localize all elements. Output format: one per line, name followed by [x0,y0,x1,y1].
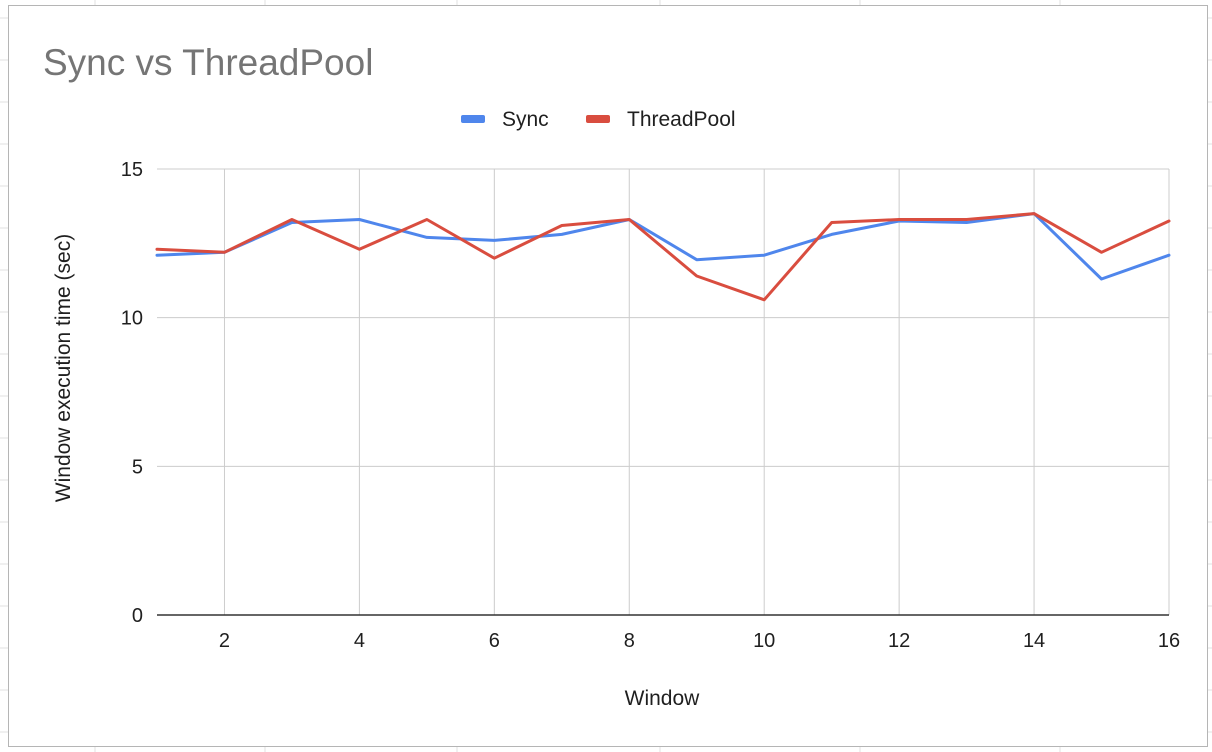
line-chart: Sync vs ThreadPool Sync ThreadPool 0 5 10 15… [43,42,1180,710]
series-lines [155,212,1171,302]
series-line-threadpool [155,212,1171,302]
x-tick-label: 4 [354,630,365,652]
axes: 0 5 10 15 2 4 6 8 10 12 14 16 [121,159,1180,652]
x-axis-title: Window [625,687,701,710]
x-tick-label: 8 [624,630,635,652]
y-tick-label: 15 [121,159,143,181]
y-axis-title: Window execution time (sec) [52,234,75,502]
legend-label-threadpool: ThreadPool [627,108,736,131]
x-tick-label: 6 [489,630,500,652]
chart-title: Sync vs ThreadPool [43,42,373,83]
legend-swatch-sync [461,115,485,123]
x-tick-label: 10 [753,630,775,652]
x-tick-label: 14 [1023,630,1045,652]
y-tick-label: 10 [121,308,143,330]
x-tick-label: 12 [888,630,910,652]
legend-swatch-threadpool [586,115,610,123]
chart-container[interactable]: Sync vs ThreadPool Sync ThreadPool 0 5 10 15… [8,5,1208,747]
x-tick-label: 16 [1158,630,1180,652]
chart-legend[interactable]: Sync ThreadPool [461,108,736,131]
y-tick-label: 5 [132,456,143,478]
legend-label-sync: Sync [502,108,549,131]
x-tick-label: 2 [219,630,230,652]
y-tick-label: 0 [132,605,143,627]
grid-lines [157,168,1170,615]
